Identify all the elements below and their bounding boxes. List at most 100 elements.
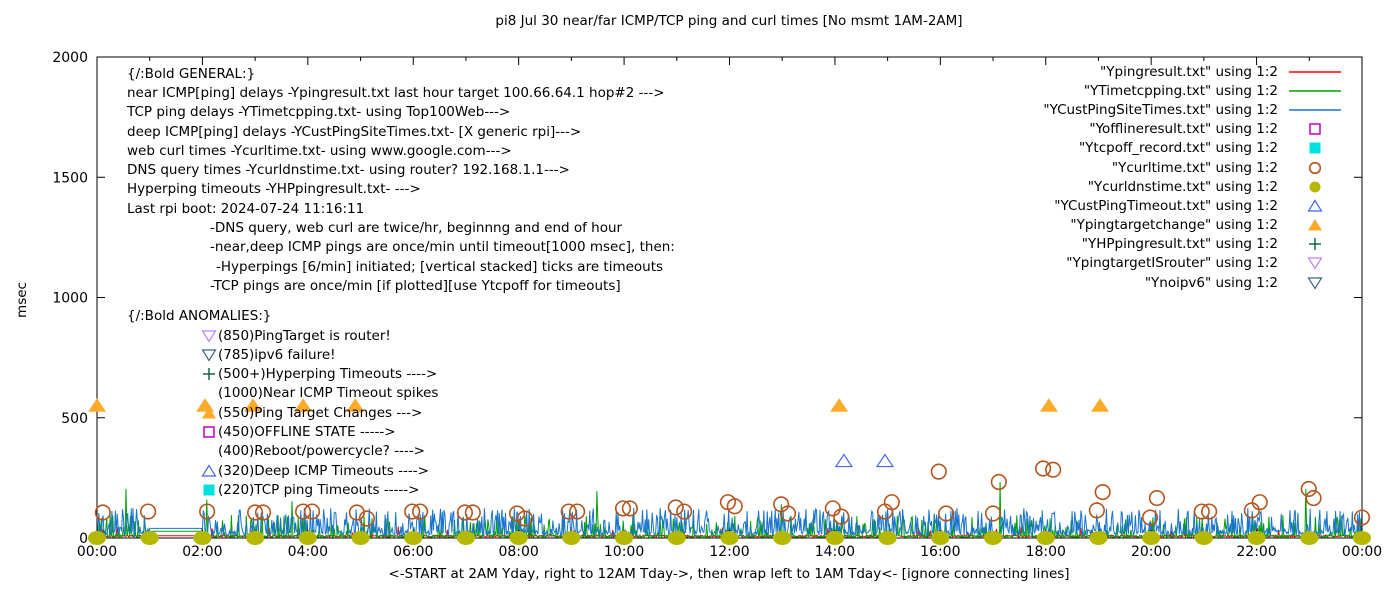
- annotation-line: TCP ping delays -YTimetcpping.txt- using…: [127, 103, 675, 122]
- curl-time-marker: [1193, 503, 1210, 520]
- annotation-line: -TCP pings are once/min [if plotted][use…: [210, 276, 675, 295]
- x-tick-label: 00:00: [77, 544, 117, 560]
- curl-time-marker: [404, 503, 421, 520]
- legend-entry: "YCustPingTimeout.txt" using 1:2: [1043, 196, 1342, 215]
- curl-time-marker: [358, 510, 375, 527]
- square-filled-icon-slot: [201, 483, 218, 497]
- annotation-text: (320)Deep ICMP Timeouts ---->: [218, 462, 429, 479]
- y-tick-label: 1500: [52, 170, 88, 186]
- annotation-text: -Hyperpings [6/min] initiated; [vertical…: [216, 258, 664, 275]
- curl-time-marker: [294, 503, 312, 520]
- annotation-line: (450)OFFLINE STATE ----->: [201, 422, 675, 441]
- legend-entry: "YCustPingSiteTimes.txt" using 1:2: [1043, 100, 1342, 119]
- dns-time-marker: [562, 531, 581, 545]
- dns-time-marker: [773, 531, 792, 545]
- x-tick-label: 08:00: [498, 544, 538, 560]
- legend-entry: "YpingtargetISrouter" using 1:2: [1043, 254, 1342, 273]
- legend-entry: "Ypingtargetchange" using 1:2: [1043, 216, 1342, 235]
- annotation-line: {/:Bold ANOMALIES:}: [127, 307, 675, 326]
- curl-time-marker: [247, 504, 264, 521]
- annotation-line: (1000)Near ICMP Timeout spikes: [201, 384, 675, 403]
- curl-time-marker: [1142, 509, 1159, 526]
- x-tick-label: 00:00: [1342, 544, 1382, 560]
- annotation-line: DNS query times -Ycurldnstime.txt- using…: [127, 160, 675, 179]
- annotation-line: Hyperping timeouts -YHPpingresult.txt- -…: [127, 180, 675, 199]
- dns-time-marker: [825, 531, 844, 545]
- ping-target-change-marker: [1091, 398, 1110, 412]
- curl-time-marker: [254, 504, 272, 521]
- legend-entry-label: "YCustPingTimeout.txt" using 1:2: [1054, 197, 1278, 214]
- triangle-up-open-icon-slot: [201, 463, 218, 478]
- curl-time-marker: [1035, 460, 1052, 477]
- annotation-text: (220)TCP ping Timeouts ----->: [218, 481, 420, 498]
- dns-time-marker: [456, 531, 475, 545]
- dns-time-marker: [1300, 531, 1319, 545]
- ping-target-change-marker: [346, 398, 365, 412]
- dns-time-marker: [1036, 531, 1055, 545]
- dns-time-marker: [615, 531, 634, 545]
- legend-entry: "Yofflineresult.txt" using 1:2: [1043, 120, 1342, 139]
- legend-entry-label: "Yofflineresult.txt" using 1:2: [1089, 121, 1278, 138]
- dns-time-marker: [667, 531, 686, 545]
- legend-swatch-circle-open: [1308, 161, 1322, 174]
- y-tick-label: 1000: [52, 291, 88, 307]
- curl-time-marker: [1300, 480, 1317, 498]
- y-tick-label: 2000: [52, 50, 88, 66]
- dns-time-marker: [404, 531, 423, 545]
- dns-time-marker: [140, 531, 159, 545]
- annotation-text: {/:Bold ANOMALIES:}: [127, 308, 272, 325]
- x-tick-label: 12:00: [709, 544, 749, 560]
- legend-entry-label: "Ytcpoff_record.txt" using 1:2: [1078, 140, 1278, 157]
- legend-entry-label: "YTimetcpping.txt" using 1:2: [1083, 82, 1278, 99]
- dns-time-marker: [1247, 531, 1266, 545]
- chart-title: pi8 Jul 30 near/far ICMP/TCP ping and cu…: [495, 13, 963, 29]
- legend-swatch-line: [1289, 70, 1341, 73]
- curl-time-marker: [667, 499, 684, 516]
- annotation-text: (400)Reboot/powercycle? ---->: [218, 443, 425, 460]
- curl-time-marker: [621, 500, 638, 517]
- annotation-text: Last rpi boot: 2024-07-24 11:16:11: [127, 200, 365, 217]
- curl-time-marker: [1353, 509, 1371, 526]
- annotation-text: -DNS query, web curl are twice/hr, begin…: [210, 220, 623, 237]
- curl-time-marker: [883, 494, 900, 511]
- annotation-line: {/:Bold GENERAL:}: [127, 64, 675, 83]
- annotation-text: web curl times -Ycurltime.txt- using www…: [127, 142, 512, 159]
- square-open-icon-slot: [201, 425, 218, 439]
- annotation-line: (500+)Hyperping Timeouts ---->: [201, 364, 675, 383]
- legend-swatch-square-open: [1309, 123, 1321, 135]
- dns-time-marker: [193, 531, 212, 545]
- triangle-up-filled-icon: [202, 406, 216, 419]
- dns-time-marker: [878, 531, 897, 545]
- x-tick-label: 14:00: [815, 544, 855, 560]
- curl-time-marker: [990, 473, 1007, 491]
- square-filled-icon: [203, 484, 215, 496]
- annotation-text: deep ICMP[ping] delays -YCustPingSiteTim…: [127, 123, 582, 140]
- x-tick-label: 20:00: [1131, 544, 1171, 560]
- curl-time-marker: [464, 504, 481, 521]
- annotation-text: (850)PingTarget is router!: [218, 327, 391, 344]
- annotation-text: (450)OFFLINE STATE ----->: [218, 423, 396, 440]
- curl-time-marker: [930, 463, 947, 480]
- legend-swatch-line: [1289, 109, 1341, 111]
- annotation-line: (550)Ping Target Changes --->: [201, 403, 675, 422]
- annotation-line: (785)ipv6 failure!: [201, 345, 675, 364]
- plus-icon-slot: [201, 367, 218, 381]
- curl-time-marker: [938, 505, 955, 522]
- legend-entry-label: "YHPpingresult.txt" using 1:2: [1081, 236, 1278, 253]
- deep-icmp-timeout-marker: [834, 453, 853, 468]
- legend-swatch-circle-filled: [1309, 181, 1321, 193]
- triangle-up-open-icon: [201, 463, 217, 477]
- annotation-line: (400)Reboot/powercycle? ---->: [201, 442, 675, 461]
- legend-entry: "Ycurldnstime.txt" using 1:2: [1043, 177, 1342, 196]
- annotation-line: deep ICMP[ping] delays -YCustPingSiteTim…: [127, 122, 675, 141]
- legend-entry: "YHPpingresult.txt" using 1:2: [1043, 235, 1342, 254]
- plus-icon: [203, 368, 215, 381]
- dns-time-marker: [1194, 531, 1213, 545]
- annotation-line: web curl times -Ycurltime.txt- using www…: [127, 141, 675, 160]
- curl-time-marker: [140, 503, 157, 520]
- legend-swatch-line: [1289, 90, 1341, 92]
- annotation-text: (785)ipv6 failure!: [218, 346, 336, 363]
- legend-swatch-plus: [1309, 238, 1321, 251]
- annotation-text: {/:Bold GENERAL:}: [127, 65, 256, 82]
